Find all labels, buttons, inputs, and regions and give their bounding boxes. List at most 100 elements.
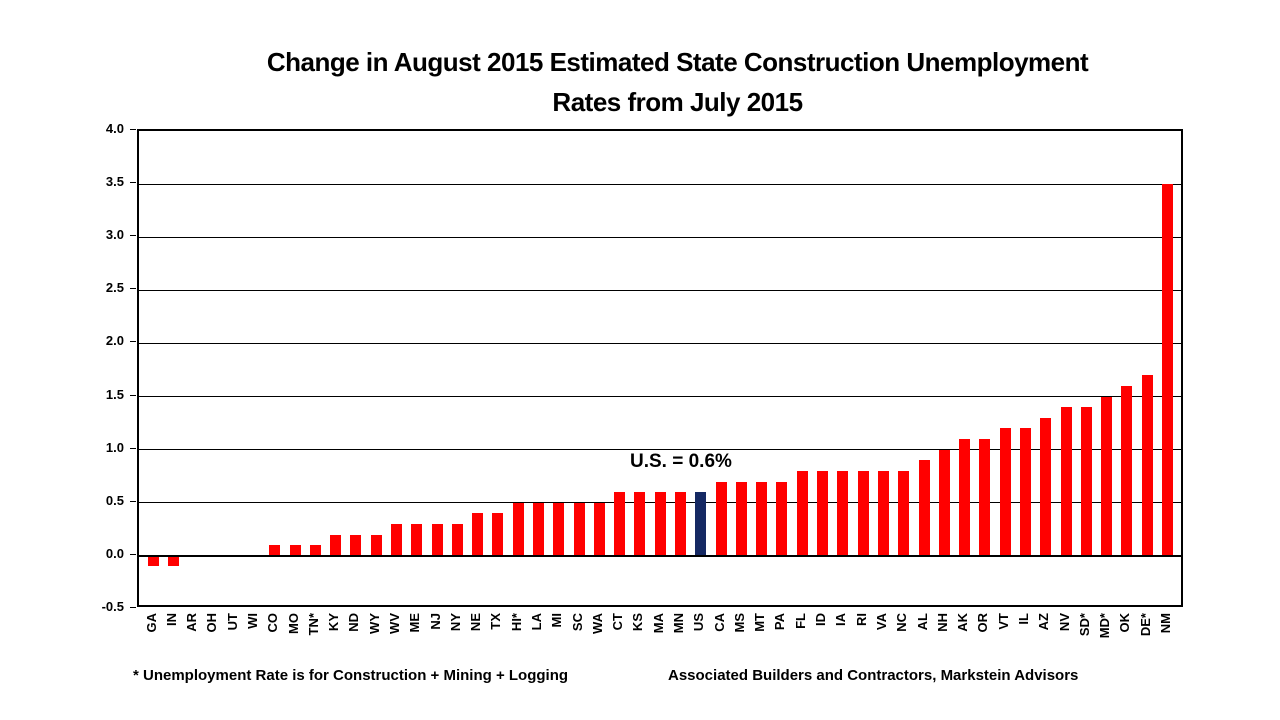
x-label-text: WA — [589, 613, 605, 634]
x-label-text: TN* — [305, 613, 321, 636]
x-label-text: VA — [873, 613, 889, 631]
x-label-WV: WV — [386, 613, 402, 683]
x-label-text: ND — [346, 613, 362, 632]
x-label-text: US — [691, 613, 707, 632]
x-label-text: NY — [447, 613, 463, 632]
x-label-AR: AR — [184, 613, 199, 683]
x-label-GA: GA — [143, 613, 159, 683]
x-label-text: MN — [671, 613, 687, 634]
x-label-LA: LA — [529, 613, 544, 683]
x-label-FL: FL — [792, 613, 808, 683]
x-label-MA: MA — [651, 613, 666, 683]
x-label-text: WY — [366, 613, 382, 634]
bar-SD-star — [1080, 407, 1092, 556]
x-label-MN: MN — [671, 613, 687, 683]
bar-NM — [1162, 184, 1173, 556]
x-label-text: NC — [894, 613, 910, 632]
x-label-text: WI — [244, 613, 260, 629]
x-label-AL: AL — [914, 613, 930, 683]
x-label-text: FL — [792, 613, 808, 629]
x-label-CO: CO — [265, 613, 280, 683]
x-label-ID: ID — [813, 613, 828, 683]
bar-LA — [533, 502, 544, 556]
x-label-VA: VA — [873, 613, 889, 683]
x-label-text: MS — [731, 613, 747, 633]
x-label-text: MD* — [1097, 613, 1113, 639]
y-tick-mark-1.0 — [130, 447, 136, 449]
x-label-text: KY — [326, 613, 342, 632]
x-label-WY: WY — [366, 613, 382, 683]
y-tick-label--0.5: -0.5 — [101, 599, 124, 614]
bar-NC — [898, 470, 910, 556]
bar-VT — [999, 428, 1011, 556]
bar-MN — [675, 492, 687, 556]
x-label-text: LA — [529, 613, 544, 631]
bar-NV — [1060, 407, 1072, 556]
bar-MI — [553, 502, 565, 556]
x-label-TX: TX — [488, 613, 504, 683]
x-label-text: AL — [914, 613, 930, 631]
x-label-text: GA — [143, 613, 159, 633]
x-label-text: RI — [853, 613, 869, 626]
x-label-WA: WA — [589, 613, 605, 683]
bar-CA — [715, 481, 727, 556]
bar-WA — [593, 502, 605, 556]
x-label-text: NE — [468, 613, 484, 632]
x-label-PA: PA — [772, 613, 787, 683]
y-tick-mark-0.0 — [130, 553, 136, 555]
x-label-text: MI — [549, 613, 565, 628]
bar-ND — [350, 534, 362, 556]
footnote-unemployment-definition: * Unemployment Rate is for Construction … — [133, 667, 569, 684]
y-tick-label-0.0: 0.0 — [105, 545, 124, 561]
x-label-AZ: AZ — [1036, 613, 1051, 683]
x-label-text: AK — [955, 613, 971, 632]
bar-PA — [776, 481, 788, 556]
x-label-text: TX — [488, 613, 504, 630]
bar-NJ — [431, 524, 443, 556]
y-tick-label-2.0: 2.0 — [105, 333, 124, 349]
x-label-MI: MI — [549, 613, 565, 683]
x-label-CA: CA — [712, 613, 727, 683]
x-label-MD-star: MD* — [1097, 613, 1113, 683]
y-tick-mark-2.5 — [130, 288, 136, 290]
x-label-text: MO — [285, 613, 301, 634]
x-label-CT: CT — [610, 613, 625, 683]
gridline-1.5 — [139, 396, 1181, 398]
x-label-NE: NE — [468, 613, 484, 683]
bar-TX — [492, 513, 504, 556]
x-label-KY: KY — [326, 613, 342, 683]
y-tick-mark-0.5 — [130, 500, 136, 502]
gridline-3.5 — [139, 183, 1181, 185]
bar-NH — [938, 449, 950, 556]
bar-US — [695, 492, 707, 556]
bar-IN — [167, 555, 179, 567]
x-label-text: WV — [386, 613, 402, 634]
x-label-text: NJ — [427, 613, 443, 630]
bar-HI-star — [512, 502, 524, 556]
x-label-NY: NY — [447, 613, 463, 683]
x-label-US: US — [691, 613, 707, 683]
x-label-SC: SC — [569, 613, 585, 683]
bar-MD-star — [1101, 396, 1113, 556]
x-label-text: HI* — [508, 613, 524, 632]
x-label-text: OK — [1117, 613, 1133, 633]
x-label-IN: IN — [164, 613, 179, 683]
x-label-IA: IA — [833, 613, 848, 683]
x-label-NM: NM — [1158, 613, 1173, 683]
bar-OK — [1121, 385, 1133, 556]
bar-IA — [837, 470, 849, 556]
x-label-TN-star: TN* — [305, 613, 321, 683]
x-label-text: DE* — [1137, 613, 1153, 637]
x-label-text: IL — [1015, 613, 1031, 625]
x-label-text: MT — [752, 613, 768, 632]
y-tick-mark-3.5 — [130, 182, 136, 184]
chart-title-line1: Change in August 2015 Estimated State Co… — [266, 47, 1089, 77]
y-tick-mark-3.0 — [130, 235, 136, 237]
y-tick-mark-2.0 — [130, 341, 136, 343]
x-label-HI-star: HI* — [508, 613, 524, 683]
y-tick-label-3.5: 3.5 — [105, 174, 124, 190]
x-label-text: SC — [569, 613, 585, 632]
x-label-OH: OH — [204, 613, 219, 683]
gridline-2.0 — [139, 342, 1181, 344]
